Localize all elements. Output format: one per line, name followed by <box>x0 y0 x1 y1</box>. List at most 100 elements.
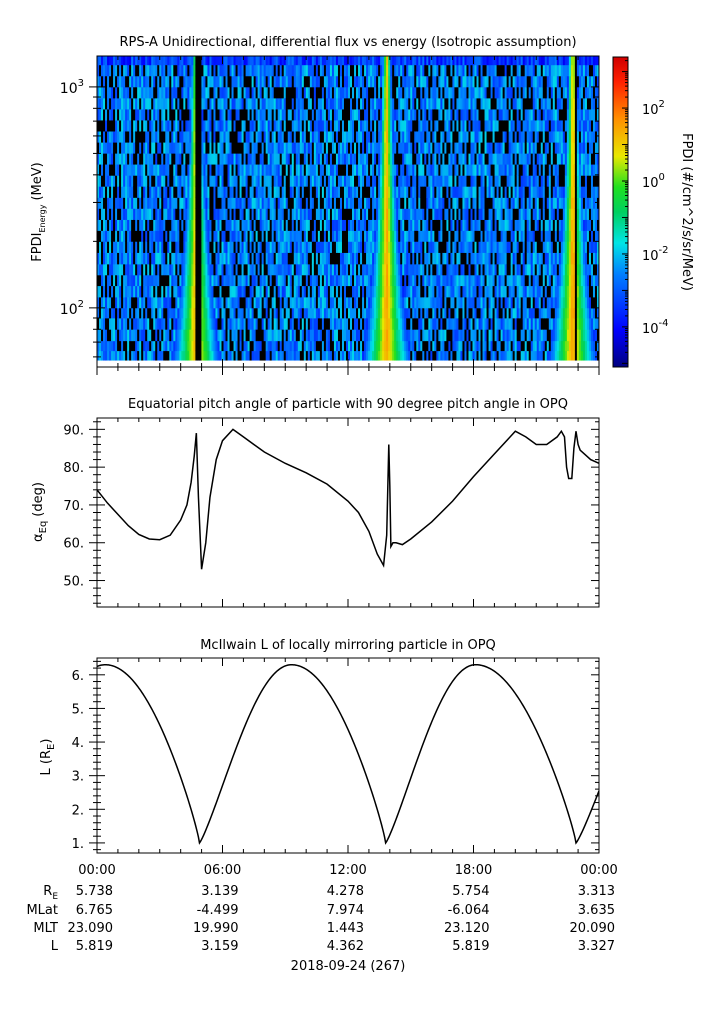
spectrogram-cell <box>229 263 233 276</box>
spectrogram-cell <box>382 230 385 242</box>
spectrogram-cell <box>325 142 329 154</box>
spectrogram-cell <box>364 175 367 187</box>
spectrogram-cell <box>452 86 456 99</box>
spectrogram-cell <box>217 230 221 242</box>
spectrogram-cell <box>255 197 259 209</box>
spectrogram-cell <box>436 340 439 352</box>
spectrogram-cell <box>171 241 174 253</box>
spectrogram-cell <box>436 64 439 77</box>
spectrogram-cell <box>127 274 130 287</box>
spectrogram-cell <box>317 56 321 66</box>
spectrogram-cell <box>249 241 253 253</box>
spectrogram-cell <box>169 97 172 110</box>
spectrogram-cell <box>147 164 150 176</box>
spectrogram-cell <box>366 329 369 342</box>
spectrogram-cell <box>263 186 267 198</box>
spectrogram-cell <box>289 285 293 298</box>
spectrogram-cell <box>209 208 213 220</box>
spectrogram-cell <box>354 317 357 330</box>
spectrogram-cell <box>171 285 174 298</box>
spectrogram-cell <box>253 230 257 242</box>
spectrogram-cell <box>319 307 323 319</box>
spectrogram-cell <box>368 86 371 99</box>
spectrogram-cell <box>187 120 190 132</box>
spectrogram-cell <box>450 208 454 220</box>
spectrogram-cell <box>319 263 323 276</box>
spectrogram-cell <box>412 317 415 330</box>
spectrogram-cell <box>384 120 387 132</box>
spectrogram-cell <box>424 86 427 99</box>
spectrogram-cell <box>147 329 150 342</box>
spectrogram-cell <box>380 109 383 121</box>
spectrogram-cell <box>372 274 375 287</box>
spectrogram-cell <box>350 175 353 187</box>
spectrogram-cell <box>422 219 425 231</box>
spectrogram-cell <box>175 219 178 231</box>
spectrogram-cell <box>125 307 128 319</box>
spectrogram-cell <box>163 186 166 198</box>
spectrogram-cell <box>277 175 281 187</box>
spectrogram-cell <box>307 219 311 231</box>
spectrogram-cell <box>107 252 110 265</box>
spectrogram-cell <box>99 109 102 121</box>
spectrogram-cell <box>426 274 429 287</box>
spectrogram-cell <box>380 340 383 352</box>
spectrogram-cell <box>169 164 172 176</box>
spectrogram-cell <box>249 97 253 110</box>
spectrogram-cell <box>348 64 351 77</box>
spectrogram-cell <box>105 252 108 265</box>
spectrogram-cell <box>145 307 148 319</box>
spectrogram-cell <box>283 197 287 209</box>
spectrogram-cell <box>279 97 283 110</box>
spectrogram-cell <box>356 186 359 198</box>
spectrogram-cell <box>155 340 158 352</box>
spectrogram-cell <box>145 274 148 287</box>
spectrogram-cell <box>283 186 287 198</box>
spectrogram-cell <box>446 274 449 287</box>
spectrogram-cell <box>233 307 237 319</box>
spectrogram-cell <box>121 142 124 154</box>
spectrogram-cell <box>181 86 184 99</box>
spectrogram-cell <box>177 175 180 187</box>
spectrogram-cell <box>287 296 291 309</box>
spectrogram-cell <box>432 153 435 165</box>
spectrogram-cell <box>203 120 207 132</box>
spectrogram-cell <box>103 296 106 309</box>
spectrogram-cell <box>131 120 134 132</box>
spectrogram-cell <box>382 197 385 209</box>
spectrogram-cell <box>219 86 223 99</box>
spectrogram-cell <box>450 241 454 253</box>
spectrogram-cell <box>448 241 452 253</box>
spectrogram-cell <box>99 307 102 319</box>
spectrogram-cell <box>153 252 156 265</box>
spectrogram-cell <box>434 296 437 309</box>
spectrogram-cell <box>223 230 227 242</box>
spectrogram-cell <box>135 350 138 361</box>
spectrogram-cell <box>203 230 207 242</box>
spectrogram-cell <box>299 186 303 198</box>
spectrogram-cell <box>283 64 287 77</box>
spectrogram-cell <box>293 142 297 154</box>
spectrogram-cell <box>115 317 118 330</box>
spectrogram-cell <box>402 120 405 132</box>
spectrogram-cell <box>404 274 407 287</box>
spectrogram-cell <box>117 350 120 361</box>
spectrogram-cell <box>454 274 458 287</box>
spectrogram-cell <box>113 131 116 143</box>
spectrogram-cell <box>436 208 439 220</box>
spectrogram-cell <box>143 109 146 121</box>
spectrogram-cell <box>287 186 291 198</box>
spectrogram-cell <box>386 142 389 154</box>
spectrogram-cell <box>193 97 196 110</box>
spectrogram-cell <box>235 230 239 242</box>
spectrogram-cell <box>193 274 196 287</box>
spectrogram-cell <box>233 153 237 165</box>
spectrogram-cell <box>201 329 205 342</box>
spectrogram-cell <box>265 175 269 187</box>
spectrogram-cell <box>201 142 205 154</box>
spectrogram-cell <box>343 131 347 143</box>
spectrogram-cell <box>231 86 235 99</box>
spectrogram-cell <box>307 175 311 187</box>
spectrogram-cell <box>295 350 299 361</box>
spectrogram-cell <box>157 274 160 287</box>
